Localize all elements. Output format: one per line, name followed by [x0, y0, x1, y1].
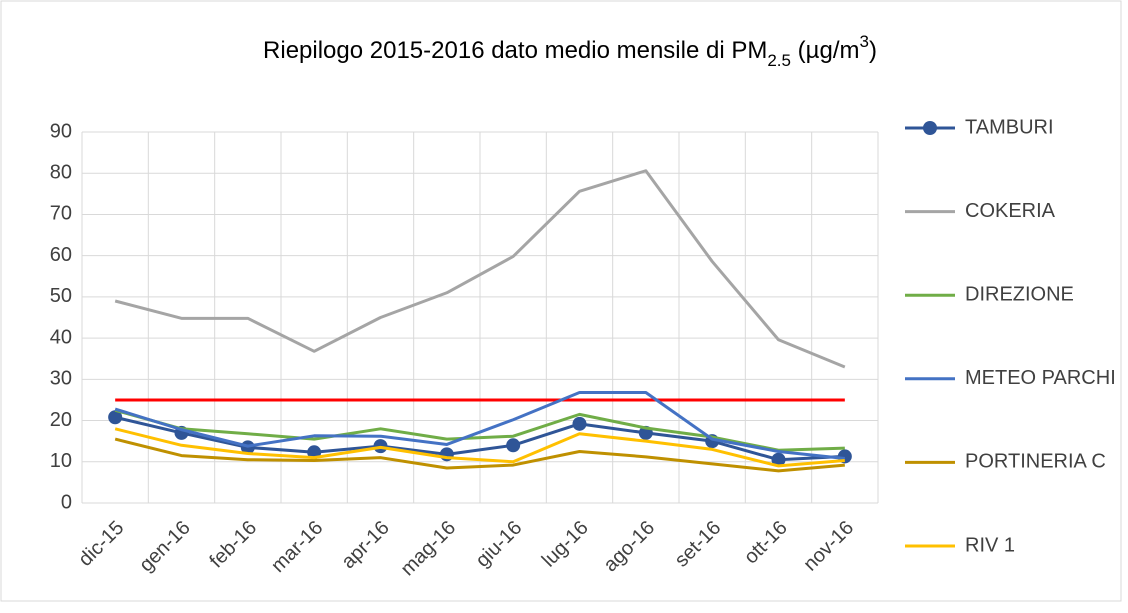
y-tick-label: 40 [50, 326, 72, 348]
legend-label: DIREZIONE [965, 283, 1074, 305]
legend-label: PORTINERIA C [965, 451, 1106, 473]
series-line [114, 408, 845, 452]
y-tick-label: 10 [50, 450, 72, 472]
legend-label: COKERIA [965, 200, 1056, 222]
legend-label: RIV 1 [965, 534, 1015, 556]
y-tick-label: 0 [61, 491, 72, 513]
y-tick-label: 90 [50, 120, 72, 142]
y-tick-label: 50 [50, 285, 72, 307]
title-part: ) [869, 37, 877, 64]
point [506, 438, 521, 453]
title-part: Riepilogo 2015-2016 dato medio mensile d… [263, 37, 767, 64]
y-tick-label: 80 [50, 162, 72, 184]
series-line [114, 391, 845, 460]
y-tick-label: 60 [50, 244, 72, 266]
y-tick-label: 20 [50, 409, 72, 431]
chart-border [0, 0, 1122, 602]
series-line [114, 427, 845, 468]
legend-label: METEO PARCHI [965, 367, 1116, 389]
y-tick-label: 70 [50, 203, 72, 225]
legend-label: TAMBURI [965, 116, 1054, 138]
y-tick-label: 30 [50, 368, 72, 390]
series-line [114, 169, 846, 369]
title-part: (µg/m [791, 37, 860, 64]
chart-title: Riepilogo 2015-2016 dato medio mensile d… [263, 32, 877, 70]
series-line [114, 437, 845, 473]
point [108, 410, 123, 425]
title-part: 2.5 [767, 51, 791, 70]
point [572, 416, 587, 431]
legend-marker [923, 121, 937, 135]
series-line [114, 415, 845, 462]
title-part: 3 [859, 32, 868, 51]
point [771, 452, 786, 467]
